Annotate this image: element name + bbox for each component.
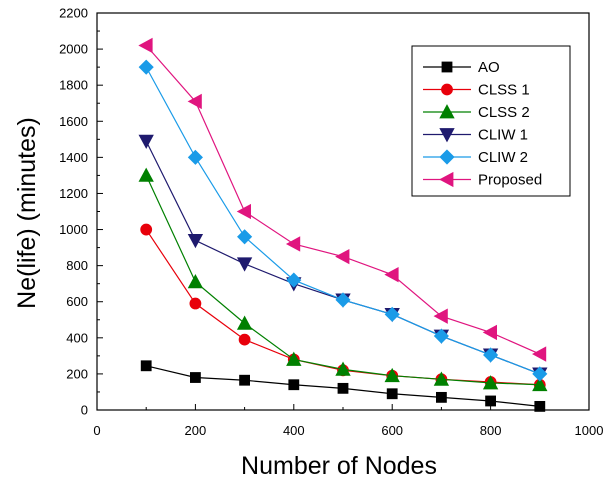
data-point-marker (187, 233, 204, 249)
data-point-marker (433, 308, 448, 324)
data-point-marker (236, 203, 252, 220)
legend-label: Proposed (478, 172, 542, 189)
series-cliw-2 (138, 59, 548, 382)
legend-label: CLIW 2 (478, 149, 528, 166)
y-tick-label: 600 (66, 294, 88, 309)
y-tick-label: 800 (66, 258, 88, 273)
legend-marker (439, 104, 455, 119)
data-point-marker (286, 272, 302, 288)
data-point-marker (236, 257, 253, 272)
series-clss-2 (138, 167, 548, 392)
x-axis-tick-labels: 0 200 400 600 800 1000 (93, 423, 603, 438)
data-point-marker (138, 59, 154, 75)
legend-box (411, 45, 571, 197)
data-point-marker (239, 374, 251, 386)
y-tick-label: 2200 (59, 6, 88, 21)
x-axis-title: Number of Nodes (241, 452, 437, 480)
data-point-marker (384, 306, 400, 322)
y-tick-label: 400 (66, 330, 88, 345)
data-point-marker (286, 351, 302, 366)
legend-marker (441, 83, 453, 96)
legend-item: CLIW 1 (423, 127, 528, 144)
y-tick-label: 200 (66, 366, 88, 381)
legend-item: CLSS 1 (423, 82, 530, 99)
x-tick-label: 400 (283, 423, 305, 438)
data-point-marker (483, 347, 499, 363)
data-point-marker (335, 361, 351, 376)
y-tick-label: 0 (81, 403, 88, 418)
legend-item: Proposed (423, 172, 542, 189)
data-point-marker (187, 149, 203, 165)
data-point-marker (189, 372, 201, 383)
legend: AO CLSS 1 CLSS 2 CLIW 1 CLIW 2 Proposed (411, 45, 571, 197)
y-tick-label: 1200 (59, 186, 88, 201)
data-point-marker (532, 366, 548, 382)
data-point-marker (187, 93, 202, 110)
data-point-marker (335, 292, 351, 308)
x-tick-label: 800 (480, 423, 502, 438)
plot-marks (138, 37, 548, 412)
y-tick-label: 2000 (59, 42, 88, 57)
y-axis-tick-labels: 0 200 400 600 800 1000 1200 1400 1600 1800 2000 220… (59, 6, 88, 418)
legend-item: AO (423, 59, 500, 76)
y-tick-label: 1400 (59, 150, 88, 165)
data-point-marker (482, 375, 499, 390)
data-point-marker (238, 333, 251, 346)
data-point-marker (435, 391, 447, 403)
data-point-marker (531, 346, 547, 362)
x-tick-label: 600 (381, 423, 403, 438)
y-tick-label: 1600 (59, 114, 88, 129)
data-point-marker (433, 371, 450, 386)
data-point-marker (187, 274, 204, 289)
data-point-marker (138, 134, 154, 149)
data-point-marker (384, 266, 399, 283)
data-point-marker (386, 388, 398, 400)
legend-marker (439, 128, 455, 143)
data-point-marker (335, 248, 350, 265)
legend-label: AO (478, 59, 500, 76)
data-point-marker (384, 367, 400, 383)
data-point-marker (237, 229, 253, 245)
y-axis-title: Ne(life) (minutes) (13, 117, 41, 309)
data-point-marker (189, 297, 202, 310)
legend-marker (439, 149, 455, 165)
legend-label: CLIW 1 (478, 127, 528, 144)
y-tick-label: 1800 (59, 78, 88, 93)
data-point-marker (433, 328, 449, 344)
y-tick-label: 1000 (59, 222, 88, 237)
legend-item: CLIW 2 (423, 149, 528, 166)
data-point-marker (285, 236, 301, 252)
data-point-marker (138, 167, 154, 182)
series-line (145, 175, 540, 386)
data-point-marker (337, 382, 349, 394)
data-point-marker (140, 223, 153, 236)
data-point-marker (236, 315, 253, 330)
legend-label: CLSS 1 (478, 82, 530, 99)
series-proposed (138, 37, 547, 362)
series-ao (140, 360, 546, 412)
x-tick-label: 0 (93, 423, 100, 438)
axis-ticks (96, 12, 590, 411)
legend-item: CLSS 2 (423, 104, 530, 121)
data-point-marker (288, 379, 300, 391)
data-point-marker (482, 324, 498, 341)
legend-marker (439, 171, 454, 188)
x-tick-label: 1000 (575, 423, 604, 438)
data-point-marker (138, 37, 153, 54)
data-point-marker (140, 360, 152, 372)
legend-marker (441, 61, 453, 73)
x-tick-label: 200 (185, 423, 207, 438)
data-point-marker (534, 400, 546, 412)
data-point-marker (532, 376, 548, 392)
legend-label: CLSS 2 (478, 104, 530, 121)
